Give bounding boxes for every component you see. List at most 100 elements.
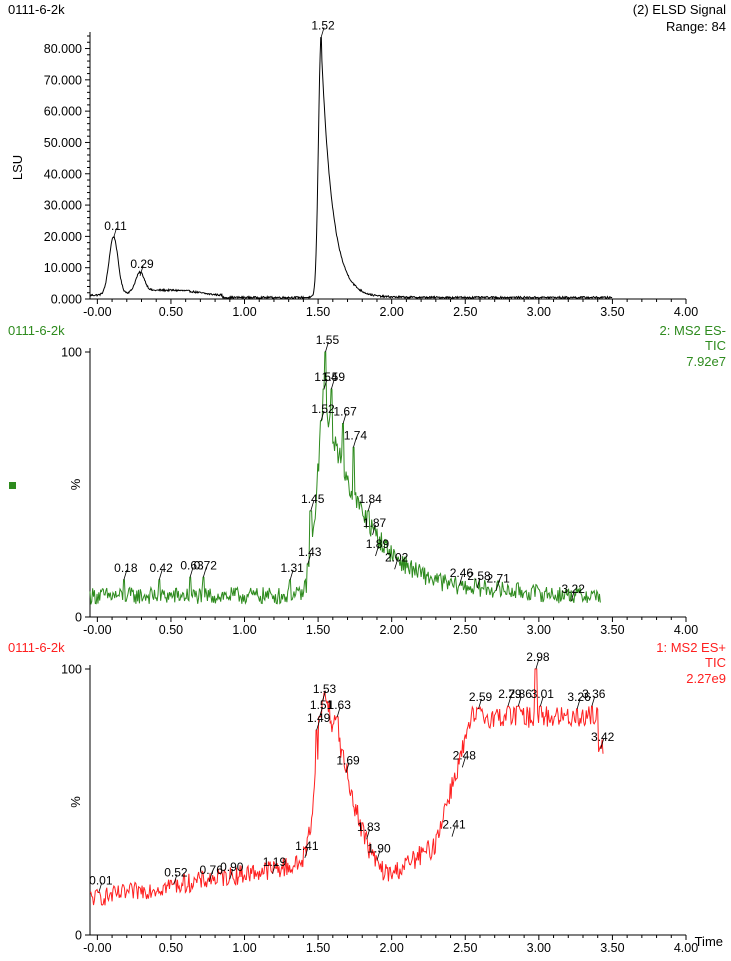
peak-label: 2.98	[526, 650, 550, 664]
peak-leader	[495, 580, 500, 591]
peak-label: 1.84	[358, 492, 382, 506]
peak-leader	[591, 696, 596, 707]
y-axis-label: %	[68, 478, 83, 490]
peak-leader	[353, 437, 357, 448]
trace-marker-icon	[9, 482, 16, 489]
peak-leader	[570, 590, 575, 602]
peak-label: 1.41	[295, 839, 319, 853]
peak-leader	[98, 882, 103, 893]
y-tick-label: 20.000	[44, 230, 82, 244]
y-axis-label: %	[68, 796, 83, 808]
peak-leader	[310, 500, 315, 512]
peak-label: 1.53	[313, 682, 337, 696]
peak-leader	[319, 706, 323, 717]
y-tick-label: 30.000	[44, 199, 82, 213]
peak-label: 3.22	[562, 582, 586, 596]
peak-leader	[458, 575, 463, 586]
y-tick-label: 10.000	[44, 261, 82, 275]
peak-label: 2.58	[467, 569, 491, 583]
x-tick-label: 3.00	[527, 305, 551, 319]
peak-label: 1.45	[301, 492, 325, 506]
peak-leader	[307, 553, 312, 565]
peak-label: 3.42	[591, 730, 615, 744]
peak-label: 2.46	[450, 566, 474, 580]
peak-leader	[375, 545, 379, 557]
y-tick-label: 40.000	[44, 167, 82, 181]
peak-leader	[476, 577, 481, 588]
peak-label: 1.83	[357, 820, 381, 834]
x-tick-label: 3.50	[600, 941, 624, 955]
peak-label: 2.48	[453, 748, 477, 762]
peak-leader	[272, 863, 276, 874]
x-tick-label: 0.50	[159, 941, 183, 955]
peak-leader	[320, 410, 325, 422]
x-tick-label: -0.00	[83, 941, 112, 955]
x-tick-label: 2.00	[380, 305, 404, 319]
peak-label: 2.59	[469, 690, 493, 704]
peak-label: 1.51	[310, 698, 334, 712]
peak-label: 1.54	[314, 370, 338, 384]
peak-leader	[322, 690, 326, 702]
trace-header-line: 2: MS2 ES-	[660, 323, 726, 338]
peak-label: 1.67	[333, 405, 357, 419]
peak-leader	[173, 874, 178, 885]
x-tick-label: 3.50	[600, 623, 624, 637]
peak-leader	[372, 524, 376, 535]
x-tick-label: 1.50	[306, 623, 330, 637]
trace-header-line: TIC	[705, 338, 726, 353]
x-tick-label: 2.50	[453, 623, 477, 637]
x-tick-label: 2.00	[380, 941, 404, 955]
peak-leader	[600, 738, 605, 749]
peak-leader	[316, 720, 321, 731]
peak-label: 0.11	[104, 219, 127, 233]
y-axis-label: LSU	[10, 155, 25, 180]
peak-leader	[394, 559, 399, 570]
peak-leader	[336, 706, 341, 717]
x-tick-label: 3.50	[600, 305, 624, 319]
x-tick-label: 4.00	[674, 305, 698, 319]
y-tick-label: 0.000	[51, 293, 82, 307]
peak-leader	[367, 500, 372, 512]
peak-label: 0.72	[194, 558, 218, 572]
x-axis-label: Time	[695, 934, 723, 949]
trace-line	[89, 351, 601, 605]
y-tick-label: 0	[75, 929, 82, 943]
peak-leader	[478, 698, 482, 710]
peak-label: 1.31	[280, 561, 304, 575]
peak-leader	[229, 869, 234, 880]
y-tick-label: 70.000	[44, 73, 82, 87]
peak-label: 1.63	[328, 698, 352, 712]
peak-label: 2.02	[385, 550, 409, 564]
sample-name: 0111-6-2k	[8, 323, 65, 338]
peak-label: 2.86	[509, 687, 533, 701]
trace-header-line: 2.27e9	[686, 671, 726, 686]
x-tick-label: 3.00	[527, 623, 551, 637]
x-tick-label: 2.00	[380, 623, 404, 637]
x-tick-label: 1.00	[232, 305, 256, 319]
y-tick-label: 60.000	[44, 105, 82, 119]
peak-label: 0.29	[130, 257, 154, 271]
x-tick-label: -0.00	[83, 305, 112, 319]
x-tick-label: -0.00	[83, 623, 112, 637]
x-tick-label: 2.50	[453, 941, 477, 955]
x-tick-label: 1.00	[232, 941, 256, 955]
trace-header-line: TIC	[705, 655, 726, 670]
peak-label: 2.79	[498, 687, 522, 701]
x-tick-label: 4.00	[674, 623, 698, 637]
peak-leader	[330, 378, 335, 390]
peak-leader	[304, 847, 309, 858]
peak-leader	[208, 871, 213, 882]
peak-leader	[139, 265, 144, 276]
trace-header-line: 7.92e7	[686, 354, 726, 369]
peak-leader	[289, 569, 294, 581]
peak-label: 1.89	[366, 537, 390, 551]
peak-leader	[189, 567, 194, 578]
x-tick-label: 0.50	[159, 623, 183, 637]
y-tick-label: 80.000	[44, 42, 82, 56]
peak-label: 1.90	[367, 842, 391, 856]
peak-label: 1.87	[363, 516, 387, 530]
peak-leader	[451, 826, 456, 837]
peak-label: 0.18	[114, 561, 138, 575]
